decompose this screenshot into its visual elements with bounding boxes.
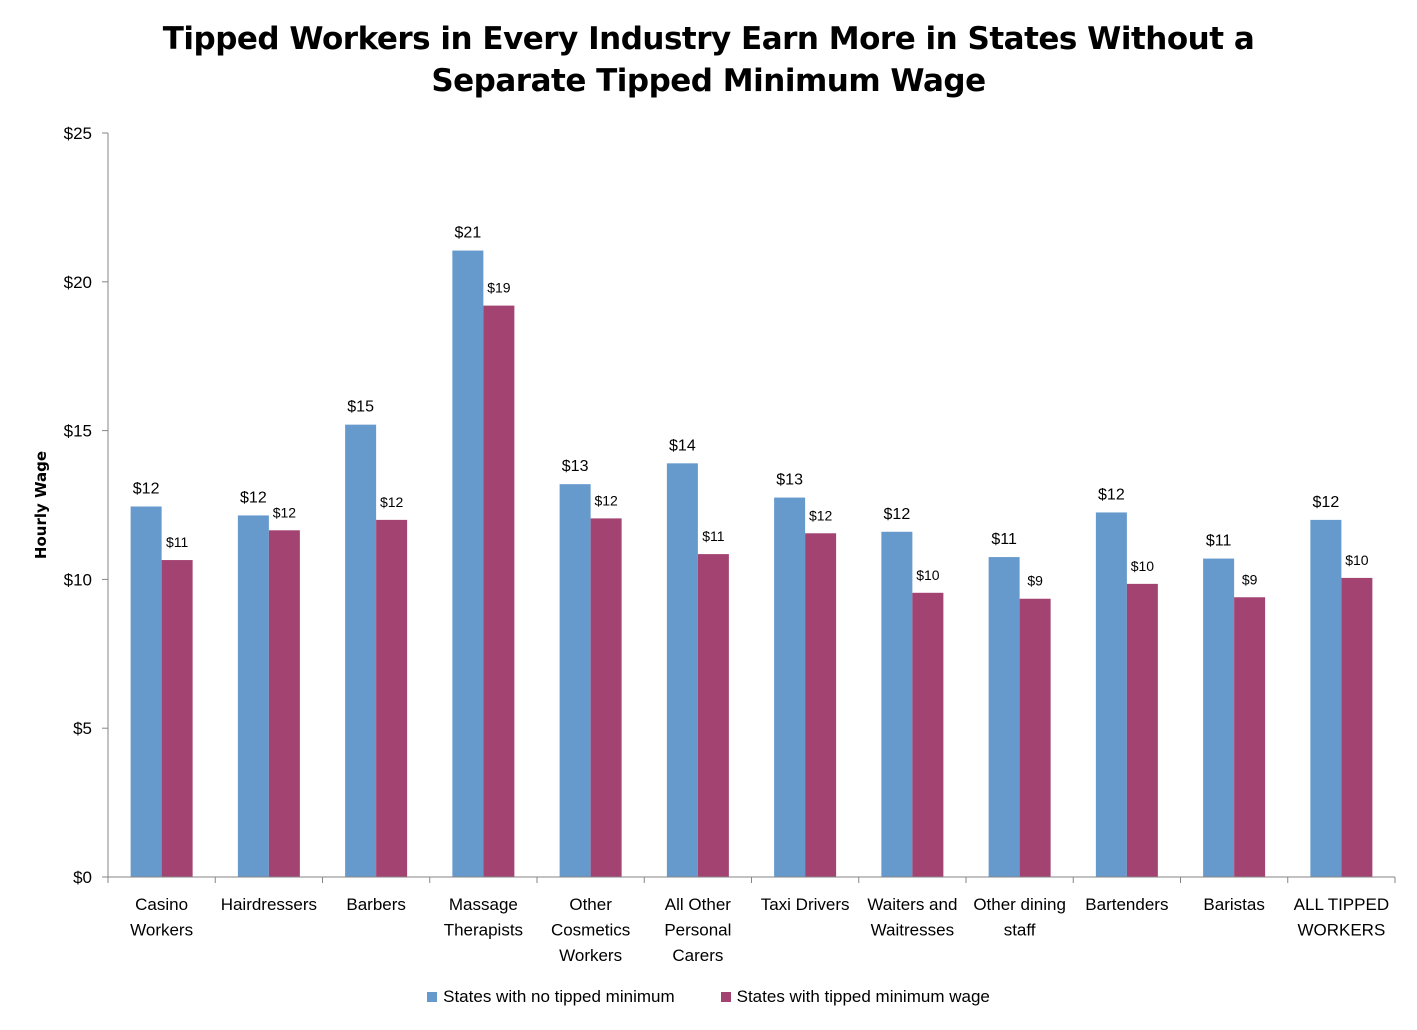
x-category-label: Bartenders [1085,895,1168,914]
bar-no-tipped-minimum [345,424,377,877]
data-label: $12 [1098,486,1125,503]
legend-swatch-purple [720,992,731,1002]
data-label: $12 [133,480,160,497]
x-category-label: Other [569,895,612,914]
data-label: $15 [347,399,374,416]
data-label: $9 [1242,571,1258,587]
data-label: $11 [991,531,1017,548]
data-label: $12 [380,494,404,510]
data-label: $21 [455,225,482,242]
x-category-label: Therapists [444,921,523,940]
bar-no-tipped-minimum [774,497,806,877]
data-label: $12 [594,492,618,508]
data-label: $12 [809,507,833,523]
x-category-label: Carers [672,946,723,965]
bar-tipped-minimum [912,592,944,877]
bar-tipped-minimum [1234,597,1266,877]
x-category-label: staff [1004,921,1036,940]
y-tick-label: $5 [73,719,92,738]
data-label: $13 [562,458,589,475]
x-category-label: Taxi Drivers [761,895,850,914]
axes-group: $0 $5 $10 $15 $20 $25 [64,124,1396,887]
bar-tipped-minimum [697,554,729,877]
bar-no-tipped-minimum [237,515,269,877]
x-category-label: Massage [449,895,518,914]
data-label: $12 [884,506,911,523]
x-category-label: Waitresses [871,921,954,940]
bar-tipped-minimum [161,560,193,877]
labels-group: $12 $11 Casino Workers $12 $12 Hairdressers $15… [130,225,1389,965]
data-label: $11 [1206,533,1232,550]
bar-no-tipped-minimum [1203,558,1235,877]
y-tick-label: $0 [73,868,92,887]
bar-no-tipped-minimum [988,557,1020,877]
bar-tipped-minimum [805,533,837,877]
y-tick-label: $20 [64,273,92,292]
data-label: $12 [1313,494,1340,511]
data-label: $10 [1131,558,1155,574]
bar-tipped-minimum [590,518,622,877]
bar-no-tipped-minimum [559,484,591,877]
data-label: $10 [1345,552,1369,568]
bars-group [130,250,1373,877]
legend: States with no tipped minimum States wit… [0,987,1417,1007]
x-category-label: Casino [135,895,188,914]
data-label: $10 [916,567,940,583]
y-tick-label: $25 [64,124,92,143]
chart-title-line-2: Separate Tipped Minimum Wage [431,63,986,99]
x-category-label: Cosmetics [551,921,630,940]
data-label: $19 [487,280,511,296]
bar-no-tipped-minimum [1095,512,1127,877]
legend-swatch-blue [427,992,438,1002]
x-category-label: Hairdressers [221,895,317,914]
bar-no-tipped-minimum [881,531,913,877]
bar-tipped-minimum [268,530,300,877]
chart-title-line-1: Tipped Workers in Every Industry Earn Mo… [162,21,1255,57]
x-category-label: ALL TIPPED [1294,895,1389,914]
data-label: $11 [166,534,189,550]
y-tick-label: $15 [64,422,92,441]
bar-no-tipped-minimum [666,463,698,877]
bar-no-tipped-minimum [452,250,484,877]
data-label: $14 [669,437,696,454]
bar-no-tipped-minimum [1310,519,1342,877]
bar-no-tipped-minimum [130,506,162,877]
x-category-label: Baristas [1203,895,1264,914]
x-category-label: Workers [130,921,193,940]
data-label: $11 [702,528,725,544]
legend-item-tipped-minimum: States with tipped minimum wage [720,987,990,1007]
bar-tipped-minimum [1019,598,1051,877]
x-category-label: Waiters and [867,895,957,914]
legend-label-tipped-minimum: States with tipped minimum wage [736,987,990,1006]
x-category-label: Other dining [973,895,1066,914]
x-category-label: All Other [665,895,731,914]
bar-tipped-minimum [483,305,515,877]
data-label: $9 [1027,573,1043,589]
bar-tipped-minimum [1341,577,1373,877]
legend-item-no-tipped-minimum: States with no tipped minimum [427,987,675,1007]
data-label: $12 [240,489,267,506]
x-category-label: WORKERS [1297,921,1385,940]
y-tick-label: $10 [64,570,92,589]
data-label: $13 [776,472,803,489]
x-category-label: Personal [664,921,731,940]
data-label: $12 [273,504,297,520]
x-category-label: Workers [559,946,622,965]
x-category-label: Barbers [346,895,406,914]
chart-title: Tipped Workers in Every Industry Earn Mo… [0,18,1417,102]
legend-label-no-tipped-minimum: States with no tipped minimum [443,987,675,1006]
bar-tipped-minimum [1126,583,1158,877]
y-axis-label: Hourly Wage [32,451,50,559]
bar-tipped-minimum [376,519,408,877]
